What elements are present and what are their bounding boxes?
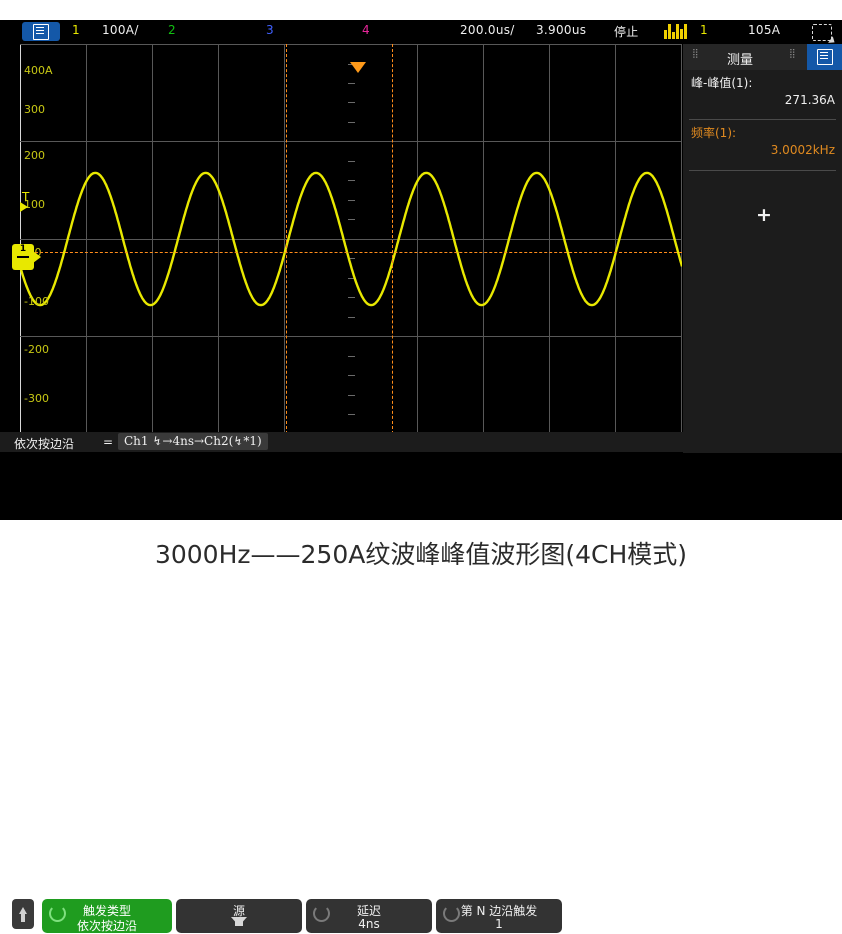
y-tick-label: 100 [24,198,45,211]
up-arrow-key[interactable] [12,899,34,929]
drag-handle-right-icon[interactable]: ⣿ [789,49,797,59]
drag-handle-left-icon[interactable]: ⣿ [692,49,700,59]
figure-caption: 3000Hz——250A纹波峰峰值波形图(4CH模式) [154,540,688,569]
trigger-t-label: T [22,190,30,204]
cursor-horizontal-ground[interactable] [20,252,682,253]
measurement-divider [689,170,836,171]
channel-3-indicator[interactable]: 3 [266,23,274,37]
grid-hline [20,239,682,240]
y-tick-label: -200 [24,343,49,356]
waveform-plot[interactable] [20,44,682,434]
timebase-value[interactable]: 200.0us/ [460,23,515,37]
main-menu-button[interactable] [22,22,60,41]
trigger-level-arrow-icon [20,202,28,212]
measurement-item-frequency[interactable]: 频率(1): 3.0002kHz [683,124,842,166]
trigger-equals-sign: = [103,435,114,449]
measurement-value: 3.0002kHz [770,143,835,157]
menu-icon [33,23,49,40]
measurement-item-peak-to-peak[interactable]: 峰-峰值(1): 271.36A [683,74,842,116]
softkey-delay[interactable]: 延迟 4ns [306,899,432,933]
run-state[interactable]: 停止 [614,25,639,39]
measurement-label: 频率(1): [691,126,737,140]
trigger-type-label: 依次按边沿 [14,437,75,451]
cursor-vertical-2[interactable] [392,44,393,434]
measurement-value: 271.36A [784,93,835,107]
softkey-value: 4ns [358,917,380,931]
top-status-bar: 1 100A/ 2 3 4 200.0us/ 3.900us 停止 1 105A [0,20,842,43]
waveform-trace [20,171,682,307]
y-tick-label: 300 [24,103,45,116]
measurement-menu-button[interactable] [807,44,842,70]
measurement-title: 测量 [727,53,754,68]
y-tick-label: -300 [24,392,49,405]
y-tick-label: -100 [24,295,49,308]
softkey-value: 依次按边沿 [76,919,137,933]
softkey-bar: 触发类型 依次按边沿 源 延迟 4ns 第 N 边沿触发 1 [0,453,842,933]
channel-1-scale[interactable]: 100A/ [102,23,139,37]
trigger-level[interactable]: 105A [748,23,781,37]
channel-4-indicator[interactable]: 4 [362,23,370,37]
center-tick-column [348,44,355,434]
measurement-header: ⣿ 测量 ⣿ [683,44,842,70]
trigger-pulse-icon [664,24,688,39]
trigger-position-marker[interactable] [350,62,366,73]
measurement-panel: ⣿ 测量 ⣿ 峰-峰值(1): 271.36A 频率(1): 3.0002kHz… [683,44,842,454]
softkey-nth-edge[interactable]: 第 N 边沿触发 1 [436,899,562,933]
y-tick-label: 400A [24,64,53,77]
softkey-source[interactable]: 源 [176,899,302,933]
trigger-expression[interactable]: Ch1 ↯→4ns→Ch2(↯*1) [118,433,268,450]
measure-menu-icon [816,49,833,65]
measurement-label: 峰-峰值(1): [691,76,753,90]
ground-arrow-icon [33,251,41,263]
measurement-divider [689,119,836,120]
y-tick-label: 200 [24,149,45,162]
grid-hline [20,141,682,142]
ground-symbol-icon [17,256,29,258]
channel-1-ground-marker[interactable]: 1 [12,244,34,270]
channel-1-indicator[interactable]: 1 [72,23,80,37]
screen-capture-icon[interactable] [812,24,832,41]
oscilloscope-screen: 1 100A/ 2 3 4 200.0us/ 3.900us 停止 1 105A [0,20,842,933]
chevron-down-icon [231,917,247,926]
softkey-trigger-type[interactable]: 触发类型 依次按边沿 [42,899,172,933]
delay-value[interactable]: 3.900us [536,23,587,37]
ground-marker-label: 1 [19,244,27,254]
add-measurement-button[interactable]: + [756,204,772,226]
grid-hline [20,336,682,337]
channel-2-indicator[interactable]: 2 [168,23,176,37]
grid-hline [20,44,682,45]
trigger-source[interactable]: 1 [700,23,708,37]
cursor-vertical-1[interactable] [286,44,287,434]
softkey-value: 1 [495,917,503,931]
